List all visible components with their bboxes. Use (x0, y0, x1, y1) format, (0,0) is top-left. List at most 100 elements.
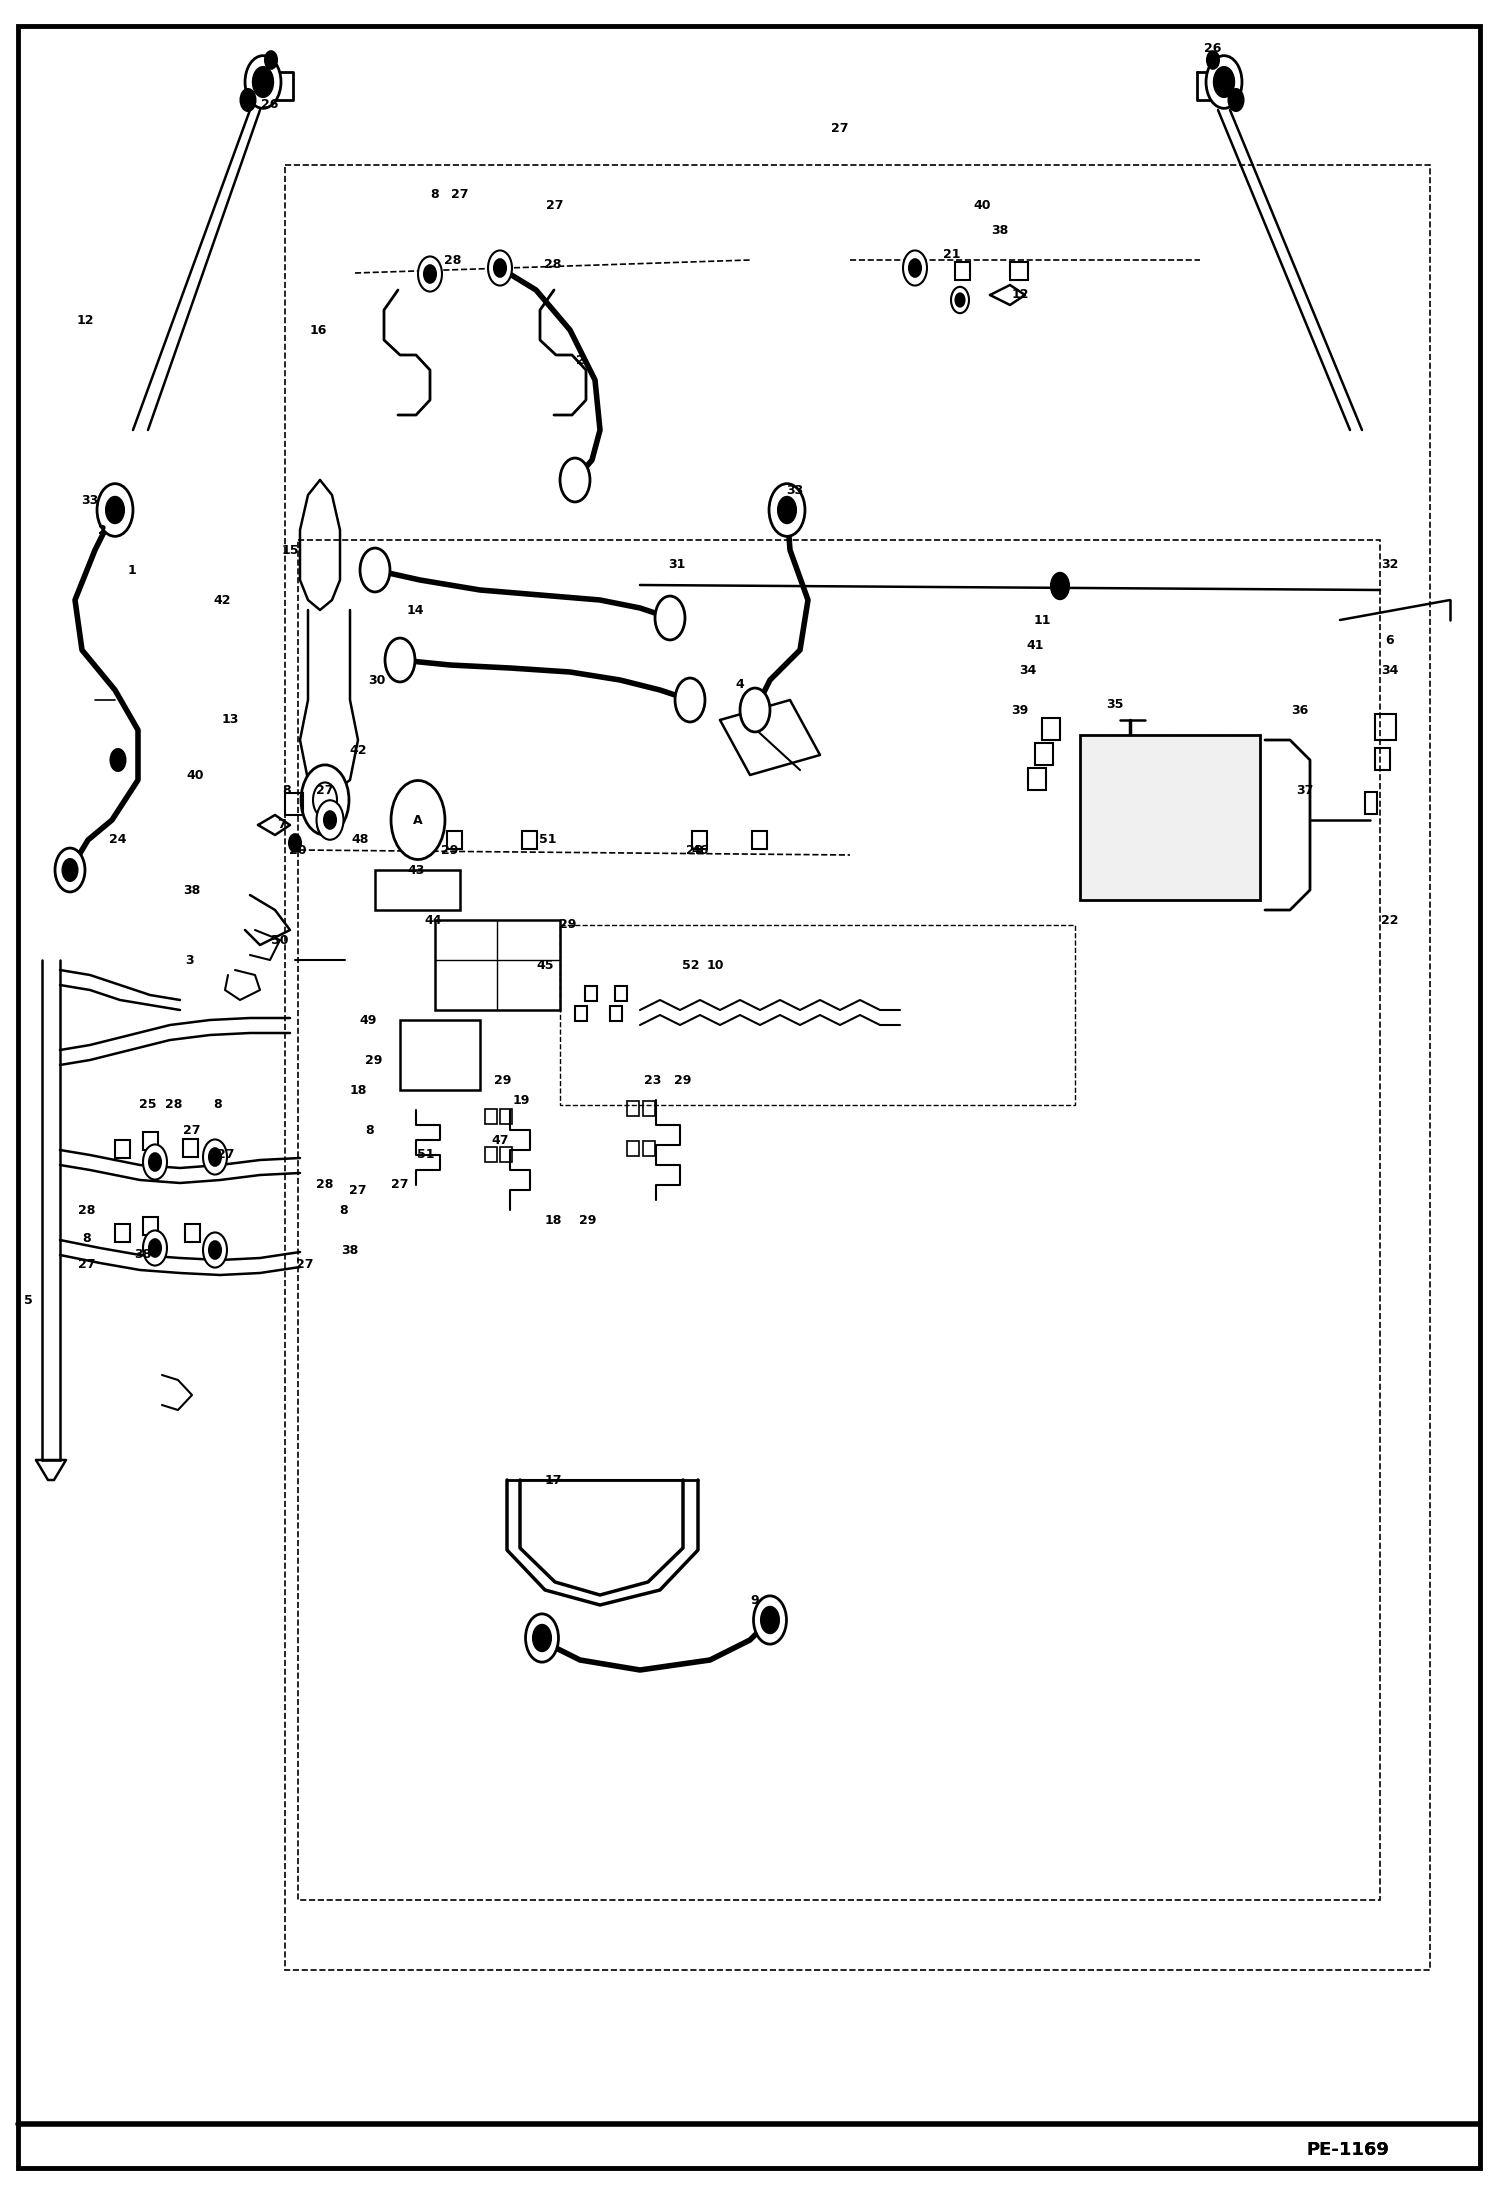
Bar (500, 1147, 512, 1163)
Text: 8: 8 (283, 783, 291, 796)
Bar (1043, 717, 1061, 739)
Bar (434, 919, 560, 1009)
Text: 46: 46 (691, 842, 709, 856)
Text: 37: 37 (1296, 783, 1314, 796)
Circle shape (97, 483, 133, 535)
Text: 35: 35 (1107, 698, 1124, 711)
Bar (285, 165, 1431, 1970)
Circle shape (494, 259, 506, 276)
Text: 40: 40 (974, 197, 990, 211)
Circle shape (533, 1626, 551, 1652)
Circle shape (1213, 66, 1234, 97)
Bar (1035, 744, 1053, 766)
Text: 42: 42 (213, 595, 231, 606)
Text: 25: 25 (139, 1099, 157, 1112)
Text: 34: 34 (1381, 663, 1399, 676)
Bar (1375, 748, 1390, 770)
Text: 11: 11 (1034, 614, 1050, 627)
Text: 27: 27 (451, 189, 469, 202)
Text: 29: 29 (442, 842, 458, 856)
Bar (586, 985, 598, 1000)
Text: 41: 41 (1026, 638, 1044, 652)
Circle shape (63, 860, 78, 882)
Text: 10: 10 (706, 959, 724, 972)
Text: 27: 27 (831, 121, 849, 134)
Bar (184, 1224, 199, 1242)
Text: 16: 16 (309, 323, 327, 336)
Bar (575, 1005, 587, 1020)
Circle shape (1206, 55, 1242, 108)
Circle shape (526, 1615, 559, 1663)
Bar (298, 540, 1380, 1900)
Text: 15: 15 (282, 544, 298, 557)
Bar (1080, 735, 1260, 900)
Text: 28: 28 (165, 1099, 183, 1112)
Text: 45: 45 (536, 959, 554, 972)
Text: 23: 23 (644, 1073, 662, 1086)
Text: 8: 8 (431, 189, 439, 202)
Text: 6: 6 (1386, 634, 1395, 647)
Text: 26: 26 (261, 99, 279, 112)
Bar (1010, 263, 1028, 281)
Circle shape (909, 259, 921, 276)
Circle shape (241, 90, 256, 112)
Text: 32: 32 (1381, 559, 1399, 570)
Bar (285, 792, 303, 814)
Text: 30: 30 (369, 674, 385, 687)
Circle shape (560, 459, 590, 502)
Circle shape (385, 638, 415, 682)
Circle shape (777, 496, 795, 522)
Text: 18: 18 (349, 1084, 367, 1097)
Bar (616, 985, 628, 1000)
Circle shape (488, 250, 512, 285)
Text: 19: 19 (512, 1093, 530, 1106)
Text: 2: 2 (97, 524, 106, 538)
Circle shape (1207, 50, 1219, 68)
Bar (643, 1101, 655, 1117)
Text: 2: 2 (575, 353, 584, 366)
Text: 36: 36 (1291, 704, 1309, 717)
Text: 40: 40 (186, 768, 204, 781)
Text: 52: 52 (682, 959, 700, 972)
Bar (610, 1005, 622, 1020)
Text: 51: 51 (418, 1147, 434, 1161)
Text: 8: 8 (366, 1123, 374, 1136)
Circle shape (740, 689, 770, 733)
Text: PE-1169: PE-1169 (1306, 2141, 1390, 2159)
Bar (142, 1132, 157, 1150)
Circle shape (676, 678, 706, 722)
Circle shape (142, 1231, 166, 1266)
Text: 29: 29 (366, 1053, 382, 1066)
Bar (628, 1101, 640, 1117)
Circle shape (204, 1139, 228, 1174)
Bar (485, 1108, 497, 1123)
Circle shape (265, 50, 277, 68)
Circle shape (210, 1242, 222, 1259)
Text: 27: 27 (297, 1259, 313, 1273)
Bar (1375, 713, 1396, 739)
Bar (400, 1020, 479, 1090)
Circle shape (424, 265, 436, 283)
Text: 5: 5 (24, 1294, 33, 1305)
Bar (115, 1224, 130, 1242)
Circle shape (768, 483, 804, 535)
Text: 38: 38 (135, 1248, 151, 1262)
Bar (1365, 792, 1377, 814)
Text: 13: 13 (222, 713, 238, 726)
Circle shape (418, 257, 442, 292)
Circle shape (55, 849, 85, 893)
Text: 28: 28 (445, 255, 461, 265)
Text: 28: 28 (78, 1205, 96, 1215)
Bar (692, 832, 707, 849)
Text: 8: 8 (82, 1231, 91, 1244)
Text: 7: 7 (277, 818, 286, 832)
Text: 3: 3 (186, 954, 195, 968)
Circle shape (316, 801, 343, 840)
Bar (142, 1218, 157, 1235)
Circle shape (210, 1147, 222, 1165)
Text: 49: 49 (360, 1014, 376, 1027)
Text: 14: 14 (406, 603, 424, 617)
Circle shape (148, 1240, 160, 1257)
Bar (183, 1139, 198, 1156)
Circle shape (1052, 573, 1070, 599)
